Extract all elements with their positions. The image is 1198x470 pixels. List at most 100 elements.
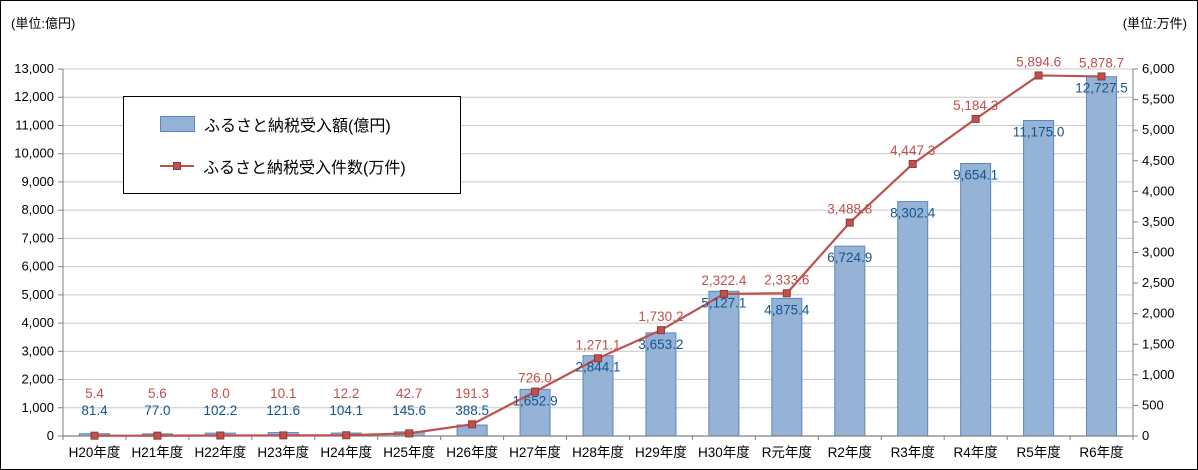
left-axis-unit-label: (単位:億円) (11, 16, 76, 31)
x-axis-category-label: H23年度 (257, 445, 309, 460)
line-value-label: 1,730.2 (638, 309, 683, 324)
x-axis-category-label: R5年度 (1016, 445, 1060, 460)
x-axis-category-label: H26年度 (446, 445, 498, 460)
legend-item-amount: ふるさと納税受入額(億円) (160, 112, 446, 136)
x-axis-category-label: H22年度 (194, 445, 246, 460)
line-marker (342, 431, 351, 440)
x-axis-category-label: H21年度 (132, 445, 184, 460)
line-marker (90, 431, 99, 440)
bar (1086, 76, 1118, 437)
legend-item-count: ふるさと納税受入件数(万件) (160, 154, 446, 178)
left-axis-tick-label: 0 (47, 428, 54, 443)
right-axis-tick-label: 4,000 (1142, 183, 1175, 198)
line-marker (908, 159, 917, 168)
x-axis-category-label: H30年度 (698, 445, 750, 460)
line-marker (405, 429, 414, 438)
line-marker (531, 387, 540, 396)
bar-value-label: 11,175.0 (1013, 125, 1065, 140)
right-axis-unit-label: (単位:万件) (1122, 16, 1187, 31)
line-value-label: 2,333.6 (764, 272, 809, 287)
x-axis-category-label: R元年度 (762, 445, 812, 460)
bar-value-label: 102.2 (203, 403, 237, 418)
line-value-label: 42.7 (396, 386, 422, 401)
x-axis-category-label: R3年度 (891, 445, 935, 460)
left-axis-tick-label: 13,000 (14, 61, 54, 76)
bar-value-label: 81.4 (81, 403, 108, 418)
bar-series-swatch-icon (160, 116, 195, 132)
line-value-label: 5,184.3 (953, 98, 998, 113)
line-marker (1034, 71, 1043, 80)
line-marker (279, 431, 288, 440)
bar (834, 245, 866, 437)
left-axis-tick-label: 7,000 (21, 230, 54, 245)
bar-value-label: 2,844.1 (575, 360, 620, 375)
bar-value-label: 12,727.5 (1075, 81, 1128, 96)
line-value-label: 726.0 (518, 371, 552, 386)
x-axis-category-label: H20年度 (69, 445, 121, 460)
line-value-label: 4,447.3 (890, 143, 935, 158)
right-axis-tick-label: 500 (1142, 397, 1164, 412)
right-axis-tick-label: 2,000 (1142, 306, 1175, 321)
right-axis-tick-label: 4,500 (1142, 153, 1175, 168)
bar (771, 297, 803, 437)
right-axis-tick-label: 3,500 (1142, 214, 1175, 229)
right-axis-tick-label: 0 (1142, 428, 1149, 443)
right-axis-tick-label: 1,500 (1142, 336, 1175, 351)
bar-value-label: 121.6 (266, 403, 300, 418)
left-axis-tick-label: 8,000 (21, 202, 54, 217)
bar-value-label: 6,724.9 (827, 250, 872, 265)
x-axis-category-label: H25年度 (383, 445, 435, 460)
left-axis-tick-label: 9,000 (21, 174, 54, 189)
right-axis-tick-label: 3,000 (1142, 245, 1175, 260)
right-axis-tick-label: 2,500 (1142, 275, 1175, 290)
line-marker (594, 354, 602, 363)
line-value-label: 5.4 (85, 386, 104, 401)
x-axis-category-label: R2年度 (828, 445, 872, 460)
line-marker (1097, 72, 1106, 81)
left-axis-tick-label: 5,000 (21, 287, 54, 302)
line-marker (971, 114, 980, 123)
x-axis-category-label: R6年度 (1079, 445, 1123, 460)
chart-legend: ふるさと納税受入額(億円) ふるさと納税受入件数(万件) (123, 96, 461, 194)
bar-value-label: 8,302.4 (890, 206, 936, 221)
right-axis-tick-label: 6,000 (1142, 61, 1175, 76)
line-marker (468, 420, 477, 429)
line-value-label: 10.1 (270, 386, 296, 401)
bar-value-label: 1,652.9 (513, 393, 558, 408)
legend-label-count: ふるさと納税受入件数(万件) (203, 160, 406, 177)
right-axis-tick-label: 1,000 (1142, 367, 1175, 382)
line-value-label: 5,894.6 (1016, 54, 1061, 69)
legend-label-amount: ふるさと納税受入額(億円) (204, 118, 391, 135)
line-marker (216, 431, 225, 440)
bar-value-label: 145.6 (392, 403, 426, 418)
line-marker (845, 218, 854, 227)
line-marker (153, 431, 162, 440)
line-marker (719, 289, 728, 298)
bar (1023, 120, 1055, 437)
line-value-label: 1,271.1 (575, 337, 620, 352)
bar-value-label: 4,875.4 (764, 302, 810, 317)
line-value-label: 12.2 (333, 386, 359, 401)
x-axis-category-label: H29年度 (635, 445, 687, 460)
left-axis-tick-label: 2,000 (21, 372, 54, 387)
line-value-label: 5,878.7 (1079, 55, 1124, 70)
bar-value-label: 104.1 (329, 403, 363, 418)
left-axis-tick-label: 10,000 (14, 146, 54, 161)
x-axis-category-label: H28年度 (572, 445, 624, 460)
line-value-label: 191.3 (455, 386, 489, 401)
line-value-label: 2,322.4 (701, 273, 747, 288)
line-marker-icon (173, 162, 181, 170)
line-value-label: 8.0 (211, 386, 230, 401)
line-series-swatch-icon (160, 162, 194, 170)
bar-value-label: 5,127.1 (701, 295, 746, 310)
bar-value-label: 9,654.1 (953, 167, 998, 182)
right-axis-tick-label: 5,000 (1142, 122, 1175, 137)
right-axis-tick-label: 5,500 (1142, 92, 1175, 107)
x-axis-category-label: H27年度 (509, 445, 561, 460)
bar (708, 290, 740, 437)
bar (960, 162, 992, 437)
left-axis-tick-label: 4,000 (21, 315, 54, 330)
bar-value-label: 77.0 (144, 403, 170, 418)
